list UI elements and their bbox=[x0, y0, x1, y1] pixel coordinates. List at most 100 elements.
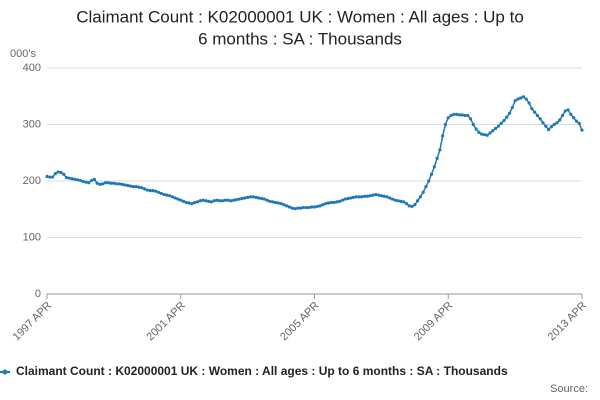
point bbox=[50, 175, 55, 179]
point bbox=[56, 170, 60, 174]
y-tick-label: 400 bbox=[23, 62, 41, 74]
chart-title: 6 months : SA : Thousands bbox=[198, 29, 402, 48]
point bbox=[530, 107, 534, 111]
point bbox=[151, 189, 155, 193]
point bbox=[101, 182, 105, 186]
point bbox=[276, 201, 280, 205]
point bbox=[363, 194, 367, 198]
point bbox=[117, 182, 122, 186]
y-tick-label: 300 bbox=[23, 118, 41, 130]
point bbox=[404, 202, 409, 206]
point bbox=[438, 148, 442, 152]
point bbox=[324, 202, 328, 206]
point bbox=[218, 199, 222, 203]
point bbox=[533, 110, 537, 114]
point bbox=[48, 175, 52, 179]
point bbox=[207, 199, 211, 203]
point bbox=[351, 195, 356, 199]
point bbox=[301, 205, 305, 210]
point bbox=[271, 200, 275, 204]
point bbox=[154, 189, 158, 193]
point bbox=[248, 195, 253, 199]
x-tick-label: 1997 APR bbox=[11, 300, 55, 344]
point bbox=[432, 165, 436, 169]
point bbox=[382, 194, 386, 198]
x-tick-label: 2013 APR bbox=[546, 300, 590, 344]
point bbox=[209, 200, 214, 204]
point bbox=[273, 200, 278, 205]
point bbox=[137, 185, 141, 189]
point bbox=[173, 196, 177, 200]
point bbox=[298, 206, 303, 210]
point bbox=[505, 115, 509, 119]
point bbox=[193, 200, 197, 205]
point bbox=[544, 124, 548, 128]
point bbox=[45, 174, 49, 179]
y-axis-label: 000's bbox=[10, 48, 36, 60]
point bbox=[399, 199, 403, 203]
point bbox=[165, 193, 169, 197]
point bbox=[126, 183, 130, 188]
point bbox=[521, 95, 526, 99]
point bbox=[343, 197, 347, 201]
point bbox=[226, 198, 230, 202]
point bbox=[388, 196, 392, 200]
point bbox=[212, 199, 216, 203]
point bbox=[246, 195, 250, 199]
point bbox=[112, 181, 116, 185]
point bbox=[337, 199, 342, 203]
y-tick-label: 0 bbox=[35, 288, 41, 300]
point bbox=[474, 127, 478, 131]
point bbox=[376, 193, 381, 197]
point bbox=[485, 133, 489, 137]
point bbox=[290, 206, 294, 210]
point bbox=[335, 200, 339, 204]
point bbox=[106, 181, 110, 185]
point bbox=[396, 199, 400, 203]
point bbox=[78, 178, 83, 183]
point bbox=[232, 198, 236, 202]
point bbox=[538, 117, 542, 121]
point bbox=[156, 190, 161, 194]
point bbox=[321, 203, 325, 207]
point bbox=[371, 193, 375, 197]
point bbox=[466, 113, 470, 118]
point bbox=[429, 172, 434, 176]
point bbox=[577, 121, 581, 125]
point bbox=[259, 196, 264, 201]
point bbox=[67, 176, 71, 180]
point bbox=[237, 197, 241, 201]
point bbox=[115, 182, 119, 186]
point bbox=[265, 198, 269, 202]
point bbox=[552, 122, 556, 127]
point bbox=[285, 204, 289, 208]
point bbox=[558, 118, 562, 122]
point bbox=[535, 113, 540, 118]
point bbox=[257, 196, 261, 200]
point bbox=[415, 199, 420, 203]
point bbox=[187, 201, 191, 205]
point bbox=[73, 177, 77, 181]
point bbox=[220, 199, 225, 203]
point bbox=[435, 156, 439, 160]
point bbox=[494, 126, 498, 131]
point bbox=[92, 177, 96, 181]
point bbox=[516, 97, 520, 101]
point bbox=[204, 199, 208, 203]
point bbox=[357, 195, 361, 199]
point bbox=[524, 97, 528, 101]
point bbox=[326, 201, 331, 205]
point bbox=[413, 203, 417, 207]
point bbox=[62, 172, 66, 176]
point bbox=[145, 188, 149, 192]
point bbox=[519, 96, 523, 100]
point bbox=[134, 185, 138, 189]
point bbox=[103, 181, 108, 185]
point bbox=[307, 205, 311, 210]
point bbox=[507, 111, 512, 115]
point bbox=[251, 195, 255, 199]
point bbox=[198, 199, 202, 203]
point bbox=[460, 113, 464, 117]
point bbox=[240, 196, 244, 201]
point bbox=[390, 197, 395, 201]
